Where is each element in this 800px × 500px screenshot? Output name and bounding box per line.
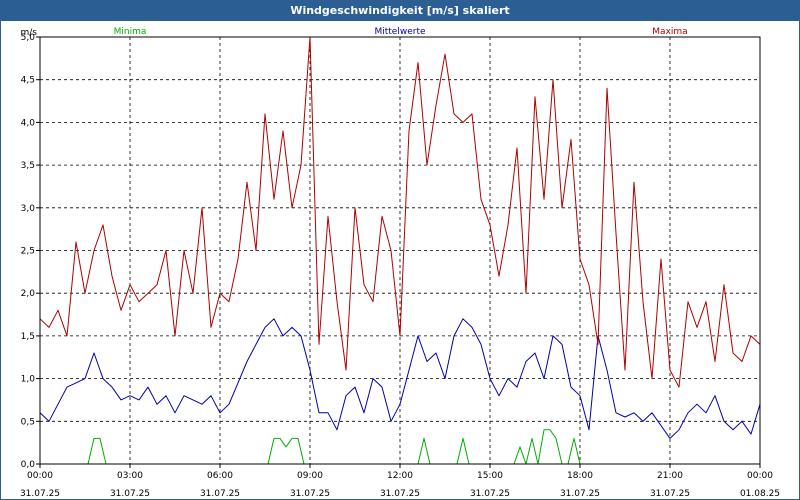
x-tick-time-label: 18:00 (567, 471, 593, 481)
y-tick-label: 0,5 (21, 417, 35, 427)
x-tick-time-label: 12:00 (387, 471, 413, 481)
y-tick-label: 4,5 (21, 76, 35, 86)
series-lines (39, 36, 761, 465)
y-axis-label: m/s (21, 28, 38, 38)
series-line-mittelwerte (39, 318, 761, 439)
legend-label-maxima: Maxima (652, 27, 687, 37)
y-tick-label: 1,5 (21, 332, 35, 342)
x-tick-time-label: 00:00 (27, 471, 53, 481)
x-tick-time-label: 21:00 (657, 471, 683, 481)
x-tick-time-label: 15:00 (477, 471, 503, 481)
y-tick-label: 2,5 (21, 247, 35, 257)
legend-label-minima: Minima (114, 27, 147, 37)
y-tick-label: 1,0 (21, 375, 36, 385)
window-title: Windgeschwindigkeit [m/s] skaliert (1, 1, 799, 21)
legend-label-mittelwerte: Mittelwerte (374, 27, 425, 37)
axes: 0,0 0,5 1,0 1,5 2,0 2,5 3,0 3,5 4,0 4,5 5,0m/s 00:0… (20, 27, 780, 499)
x-tick-date-label: 31.07.25 (650, 489, 690, 499)
series-line-minima (40, 429, 760, 465)
series-line-maxima (39, 36, 761, 388)
y-tick-label: 4,0 (21, 118, 36, 128)
x-tick-date-label: 31.07.25 (380, 489, 420, 499)
x-tick-date-label: 31.07.25 (560, 489, 600, 499)
x-tick-date-label: 31.07.25 (200, 489, 240, 499)
x-tick-time-label: 09:00 (297, 471, 323, 481)
x-tick-date-label: 31.07.25 (110, 489, 150, 499)
x-tick-date-label: 01.08.25 (740, 489, 780, 499)
x-tick-time-label: 00:00 (747, 471, 773, 481)
x-tick-date-label: 31.07.25 (20, 489, 60, 499)
y-tick-label: 0,0 (21, 460, 36, 470)
y-tick-label: 3,0 (21, 204, 36, 214)
y-tick-label: 3,5 (21, 161, 35, 171)
x-tick-date-label: 31.07.25 (290, 489, 330, 499)
x-tick-time-label: 03:00 (117, 471, 143, 481)
y-tick-label: 2,0 (21, 289, 36, 299)
y-tick-label: 5,0 (21, 33, 36, 43)
x-tick-time-label: 06:00 (207, 471, 233, 481)
line-chart: 0,0 0,5 1,0 1,5 2,0 2,5 3,0 3,5 4,0 4,5 5,0m/s 00:0… (20, 27, 780, 499)
x-tick-date-label: 31.07.25 (470, 489, 510, 499)
grid (40, 37, 760, 464)
